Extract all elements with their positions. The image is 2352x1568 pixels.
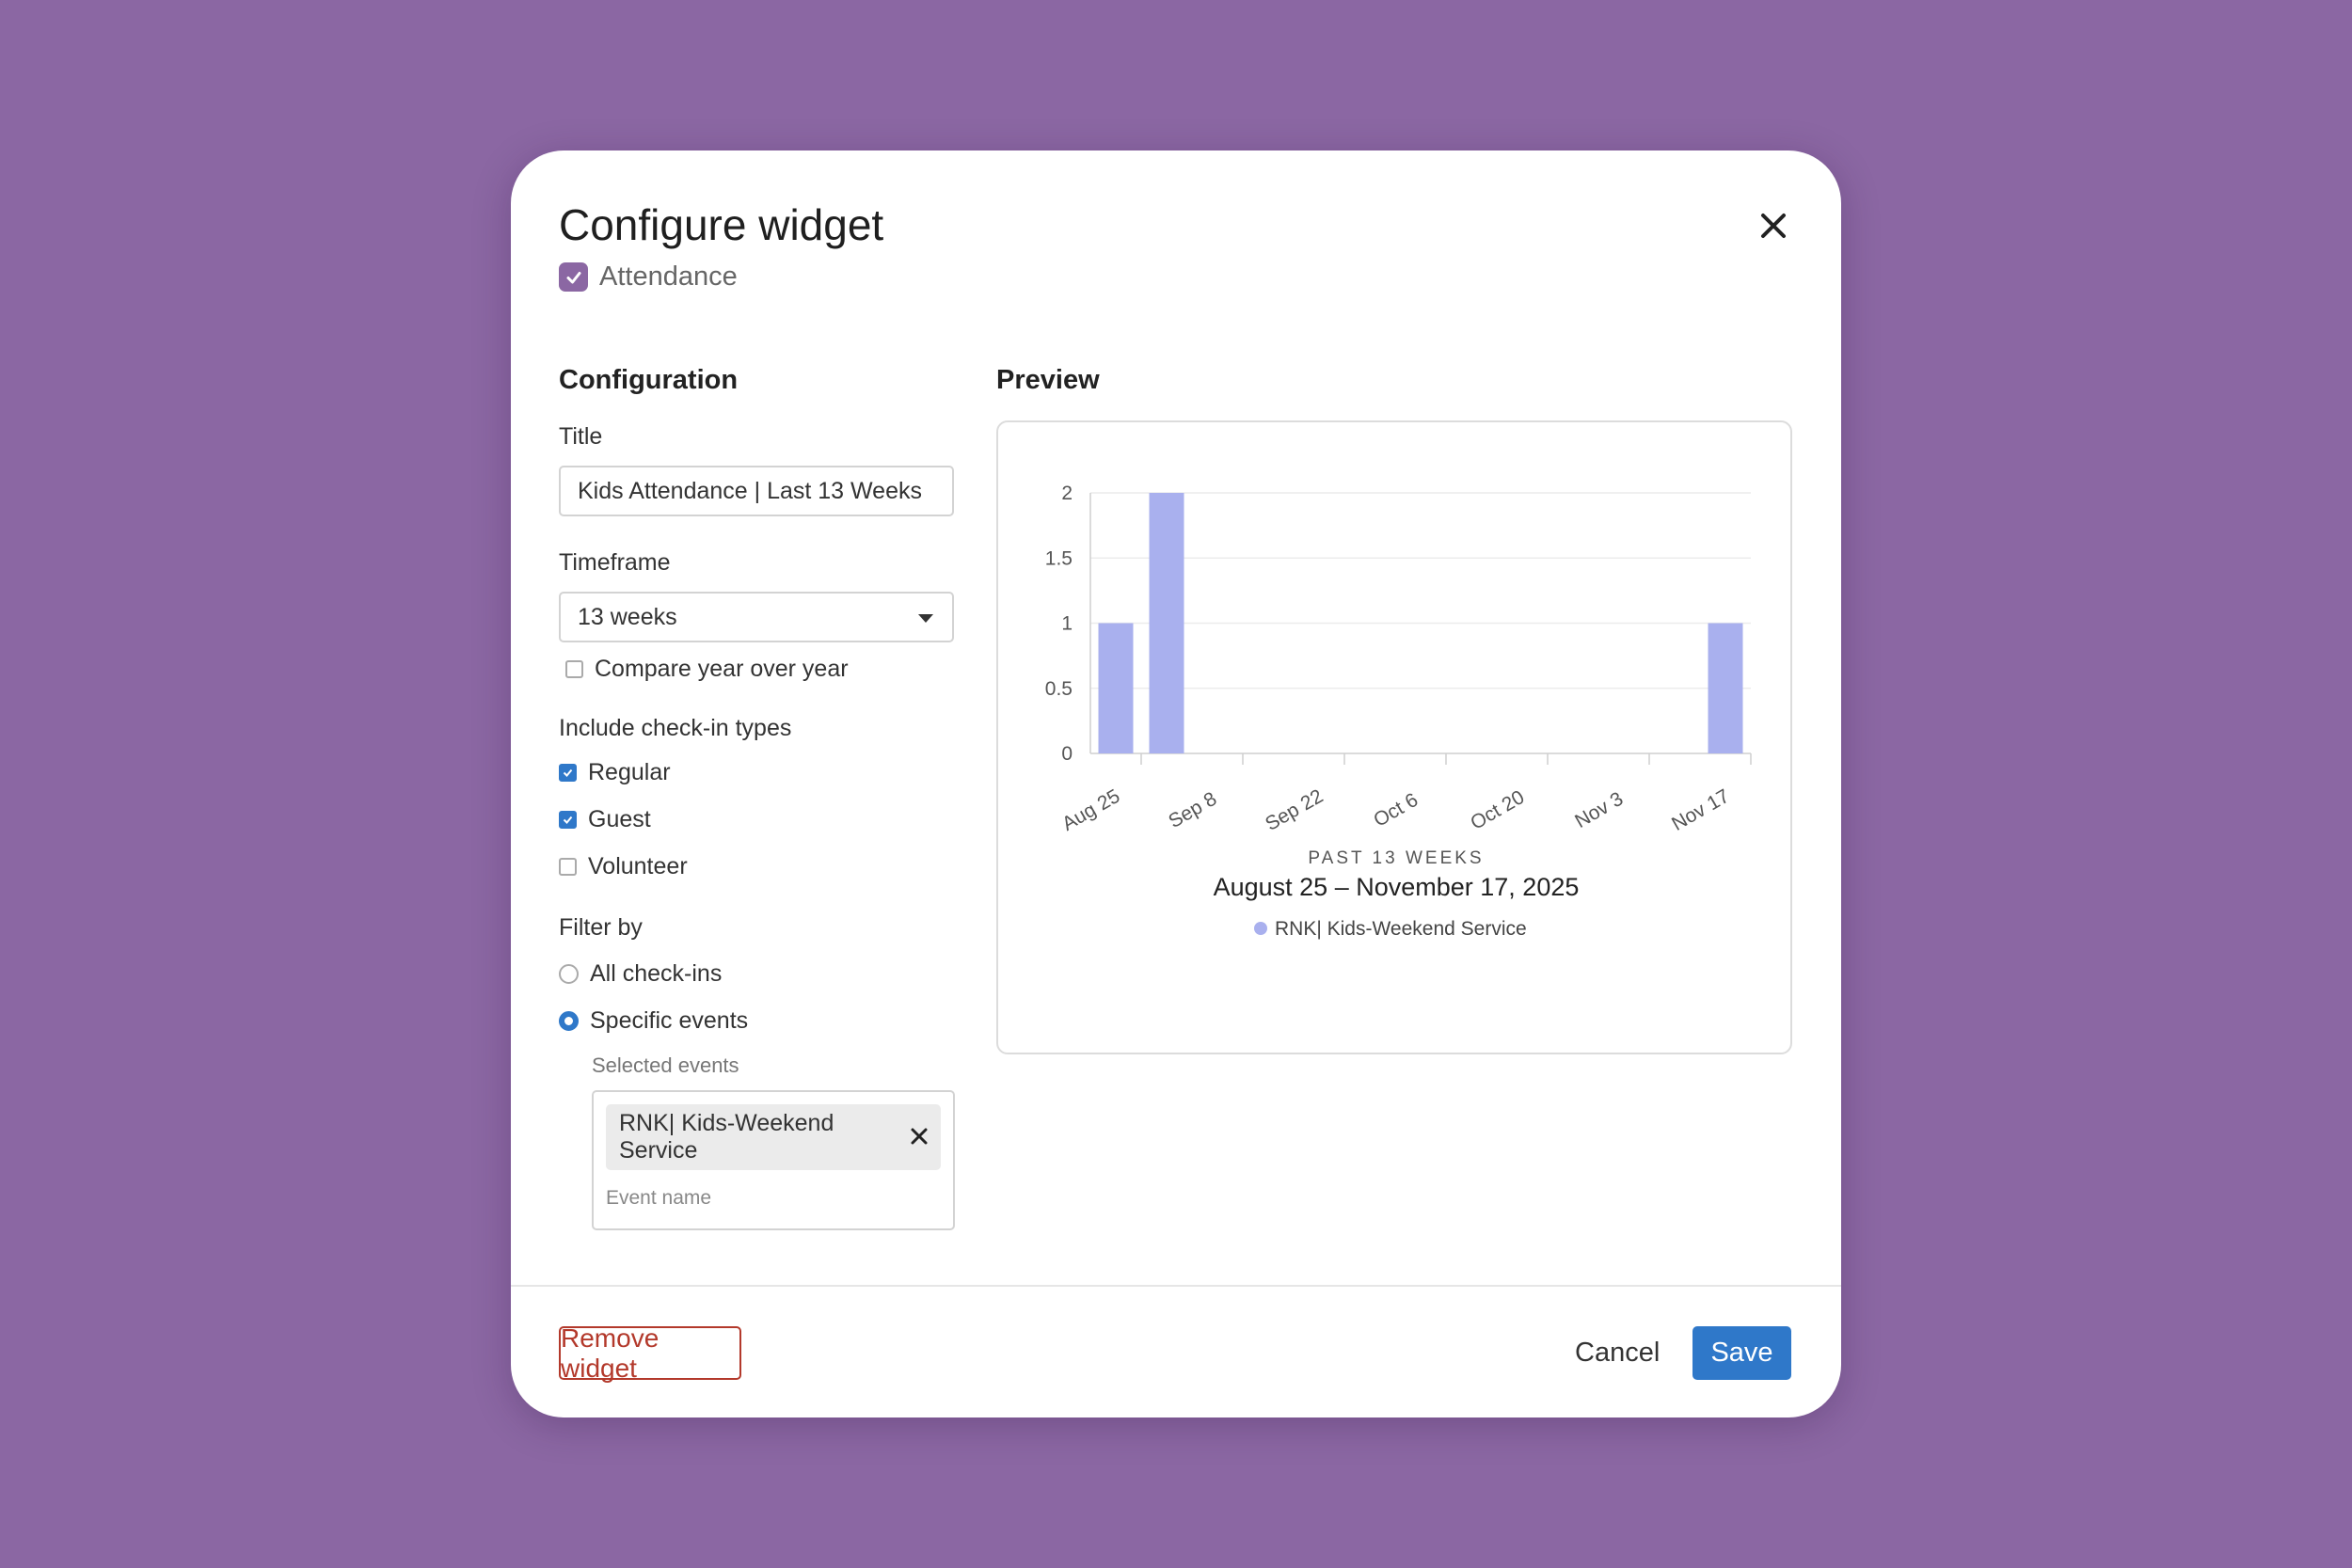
timeframe-value: 13 weeks bbox=[578, 603, 677, 630]
selected-events-label: Selected events bbox=[592, 1053, 739, 1077]
remove-widget-button[interactable]: Remove widget bbox=[559, 1323, 741, 1383]
filter-specific-events[interactable]: Specific events bbox=[559, 1007, 748, 1035]
preview-panel: 0 0.5 1 1.5 2 Aug 25 Sep 8 Sep 22 Oct 6 Oct 20 Nov… bbox=[996, 420, 1792, 1054]
compare-label: Compare year over year bbox=[595, 656, 849, 682]
checkin-type-regular[interactable]: Regular bbox=[559, 759, 671, 786]
close-icon[interactable] bbox=[1755, 207, 1792, 245]
attendance-chart: 0 0.5 1 1.5 2 Aug 25 Sep 8 Sep 22 Oct 6 Oct 20 Nov… bbox=[1045, 483, 1752, 940]
checkin-type-guest[interactable]: Guest bbox=[559, 806, 651, 833]
x-tick-label: Aug 25 bbox=[1058, 785, 1123, 835]
all-checkins-label: All check-ins bbox=[590, 960, 723, 987]
event-chip: RNK| Kids-Weekend Service bbox=[606, 1104, 941, 1170]
selected-events-box[interactable]: RNK| Kids-Weekend Service Event name bbox=[592, 1090, 955, 1230]
y-tick-label: 0.5 bbox=[1045, 678, 1073, 700]
y-tick-label: 0 bbox=[1061, 743, 1073, 765]
checkin-type-volunteer[interactable]: Volunteer bbox=[559, 853, 688, 880]
regular-label: Regular bbox=[588, 759, 671, 785]
widget-type-label: Attendance bbox=[599, 261, 738, 292]
checkin-types-label: Include check-in types bbox=[559, 715, 792, 741]
legend-label: RNK| Kids-Weekend Service bbox=[1275, 918, 1527, 940]
widget-type-check-icon bbox=[559, 262, 588, 292]
period-caption: PAST 13 WEEKS bbox=[1308, 848, 1484, 868]
event-name-input[interactable]: Event name bbox=[606, 1187, 712, 1209]
modal-title: Configure widget bbox=[559, 200, 884, 249]
configure-widget-modal: Configure widget Attendance Configuratio… bbox=[511, 150, 1841, 1418]
x-tick-label: Nov 17 bbox=[1668, 785, 1733, 835]
y-tick-label: 1 bbox=[1061, 613, 1073, 635]
date-range: August 25 – November 17, 2025 bbox=[1214, 873, 1580, 901]
all-checkins-radio[interactable] bbox=[559, 964, 579, 984]
volunteer-label: Volunteer bbox=[588, 853, 688, 879]
y-tick-label: 2 bbox=[1061, 483, 1073, 504]
title-input[interactable]: Kids Attendance | Last 13 Weeks bbox=[559, 466, 954, 516]
title-label: Title bbox=[559, 423, 603, 450]
y-tick-label: 1.5 bbox=[1045, 547, 1073, 569]
widget-type: Attendance bbox=[559, 261, 738, 293]
footer-divider bbox=[511, 1285, 1841, 1287]
event-chip-label: RNK| Kids-Weekend Service bbox=[619, 1110, 834, 1164]
timeframe-label: Timeframe bbox=[559, 549, 671, 576]
volunteer-checkbox[interactable] bbox=[559, 858, 577, 876]
chevron-down-icon bbox=[918, 614, 933, 623]
bar bbox=[1098, 623, 1134, 753]
configuration-heading: Configuration bbox=[559, 365, 739, 395]
filter-label: Filter by bbox=[559, 914, 643, 941]
bar bbox=[1708, 623, 1743, 753]
x-tick-label: Oct 20 bbox=[1467, 786, 1528, 834]
legend-swatch bbox=[1254, 922, 1267, 935]
guest-checkbox[interactable] bbox=[559, 811, 577, 829]
guest-label: Guest bbox=[588, 806, 651, 832]
compare-year-option[interactable]: Compare year over year bbox=[565, 656, 849, 683]
bar bbox=[1149, 493, 1184, 753]
preview-heading: Preview bbox=[996, 365, 1100, 395]
specific-events-radio[interactable] bbox=[559, 1011, 579, 1031]
timeframe-select[interactable]: 13 weeks bbox=[559, 592, 954, 642]
x-tick-label: Nov 3 bbox=[1571, 788, 1627, 832]
x-tick-label: Oct 6 bbox=[1370, 789, 1422, 832]
compare-checkbox[interactable] bbox=[565, 660, 583, 678]
filter-all-checkins[interactable]: All check-ins bbox=[559, 960, 722, 988]
x-tick-label: Sep 8 bbox=[1165, 788, 1220, 832]
save-button[interactable]: Save bbox=[1692, 1326, 1791, 1380]
regular-checkbox[interactable] bbox=[559, 764, 577, 782]
x-tick-label: Sep 22 bbox=[1262, 785, 1327, 835]
cancel-button[interactable]: Cancel bbox=[1575, 1338, 1661, 1368]
remove-event-icon[interactable] bbox=[909, 1126, 930, 1147]
specific-events-label: Specific events bbox=[590, 1007, 749, 1034]
